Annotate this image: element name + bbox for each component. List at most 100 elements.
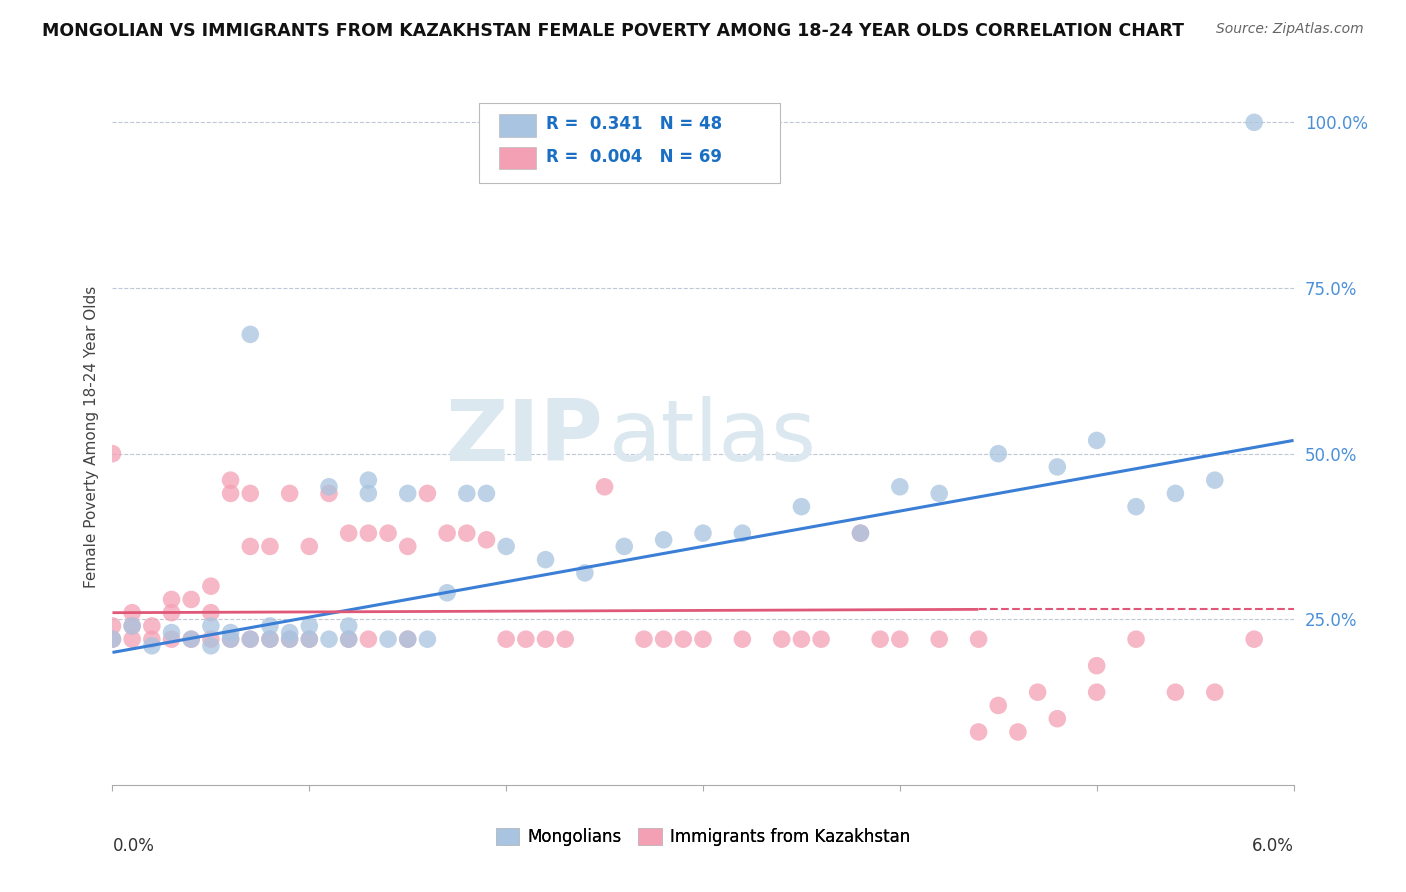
Point <box>219 632 242 647</box>
Point <box>337 632 360 647</box>
Point <box>652 632 675 647</box>
Point <box>180 592 202 607</box>
Point <box>436 526 458 541</box>
Point <box>987 447 1010 461</box>
Point <box>121 619 143 633</box>
Point <box>436 586 458 600</box>
Point <box>495 540 517 554</box>
Point <box>1085 685 1108 699</box>
Point <box>810 632 832 647</box>
Point <box>337 526 360 541</box>
Point <box>928 632 950 647</box>
Point <box>239 327 262 342</box>
Point <box>456 486 478 500</box>
Point <box>475 533 498 547</box>
Point <box>357 632 380 647</box>
Point <box>160 606 183 620</box>
Point <box>633 632 655 647</box>
Point <box>278 632 301 647</box>
Point <box>298 632 321 647</box>
Point <box>692 632 714 647</box>
Text: 6.0%: 6.0% <box>1251 837 1294 855</box>
Point <box>278 486 301 500</box>
Point <box>298 540 321 554</box>
Text: ZIP: ZIP <box>444 395 603 479</box>
Point <box>259 632 281 647</box>
Point <box>377 632 399 647</box>
Point <box>259 632 281 647</box>
Point <box>1046 459 1069 474</box>
Point <box>200 606 222 620</box>
Point <box>731 632 754 647</box>
Point <box>200 632 222 647</box>
Point <box>534 632 557 647</box>
Point <box>141 619 163 633</box>
Point <box>239 486 262 500</box>
Point <box>1026 685 1049 699</box>
Point <box>613 540 636 554</box>
Point <box>515 632 537 647</box>
Point <box>121 606 143 620</box>
Point <box>396 632 419 647</box>
Point <box>849 526 872 541</box>
Point <box>692 526 714 541</box>
Point <box>160 592 183 607</box>
Point <box>101 632 124 647</box>
Point <box>396 486 419 500</box>
Point <box>396 632 419 647</box>
Point <box>849 526 872 541</box>
Point <box>200 579 222 593</box>
Point <box>318 486 340 500</box>
Point <box>298 619 321 633</box>
Text: Source: ZipAtlas.com: Source: ZipAtlas.com <box>1216 22 1364 37</box>
Point <box>180 632 202 647</box>
Point <box>1164 685 1187 699</box>
Point <box>889 632 911 647</box>
FancyBboxPatch shape <box>499 114 537 136</box>
Point <box>141 632 163 647</box>
Point <box>160 625 183 640</box>
Point <box>239 632 262 647</box>
Point <box>416 486 439 500</box>
Point <box>357 473 380 487</box>
Point <box>790 500 813 514</box>
Point <box>337 632 360 647</box>
Point <box>259 540 281 554</box>
Point <box>593 480 616 494</box>
Point <box>1204 473 1226 487</box>
Point <box>770 632 793 647</box>
Point <box>672 632 695 647</box>
Point <box>101 632 124 647</box>
Point <box>1243 632 1265 647</box>
Point <box>219 625 242 640</box>
Point <box>1085 434 1108 448</box>
Text: R =  0.341   N = 48: R = 0.341 N = 48 <box>546 115 723 133</box>
Point <box>200 639 222 653</box>
Point <box>239 540 262 554</box>
Point <box>1243 115 1265 129</box>
Point <box>318 632 340 647</box>
Point <box>259 619 281 633</box>
Point <box>278 625 301 640</box>
Point <box>298 632 321 647</box>
Point <box>318 480 340 494</box>
Point <box>416 632 439 647</box>
Point <box>101 619 124 633</box>
Point <box>475 486 498 500</box>
Point <box>377 526 399 541</box>
Point <box>396 540 419 554</box>
Point <box>239 632 262 647</box>
Point <box>1164 486 1187 500</box>
Point <box>534 552 557 566</box>
Point <box>1007 725 1029 739</box>
Point <box>731 526 754 541</box>
Point <box>1046 712 1069 726</box>
Text: R =  0.004   N = 69: R = 0.004 N = 69 <box>546 148 721 166</box>
Point <box>337 619 360 633</box>
Point <box>141 639 163 653</box>
Point <box>987 698 1010 713</box>
Point <box>495 632 517 647</box>
Point <box>889 480 911 494</box>
Point <box>121 632 143 647</box>
Point <box>869 632 891 647</box>
